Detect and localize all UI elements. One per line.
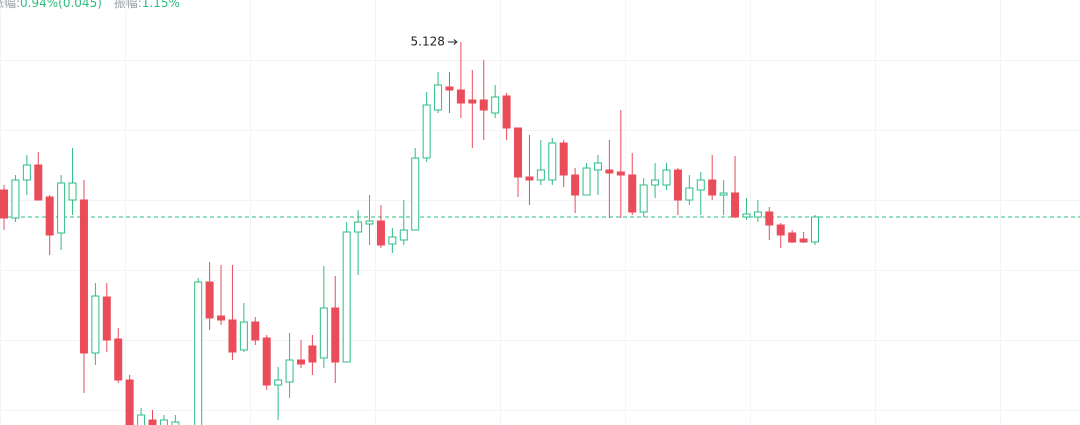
candle-body (342, 231, 351, 363)
candle-body (685, 187, 694, 201)
candle-body (251, 321, 260, 341)
candle-body (365, 220, 374, 225)
candle-body (651, 179, 660, 186)
candle-body (0, 189, 8, 219)
candle-body (68, 182, 77, 201)
candle-body (662, 169, 671, 186)
candle-body (525, 176, 534, 181)
candle-body (205, 281, 214, 319)
candle-body (502, 95, 511, 129)
candle-body (308, 345, 317, 363)
candle-body (125, 379, 134, 425)
candle-body (148, 419, 157, 425)
candle-body (296, 359, 305, 365)
candle-body (422, 104, 431, 159)
candle-body (171, 421, 180, 425)
candle-body (11, 179, 20, 219)
candle-body (559, 142, 568, 176)
candle-body (274, 379, 283, 386)
candle-body (411, 157, 420, 231)
candle-body (628, 174, 637, 213)
candle-body (536, 169, 545, 181)
candle-body (765, 211, 774, 226)
header-label: 涨幅: (0, 0, 21, 10)
max-price-label: 5.128 (411, 35, 445, 49)
candle-body (582, 167, 591, 196)
candle-body (491, 96, 500, 114)
candle-body (799, 238, 808, 243)
candle-body (719, 192, 728, 196)
candle-body (731, 192, 740, 218)
candle-body (616, 171, 625, 176)
candle-body (673, 169, 682, 201)
candle-body (788, 232, 797, 243)
candle-body (22, 164, 31, 181)
candle-body (548, 142, 557, 181)
candle-body (217, 315, 226, 321)
candle-body (114, 338, 123, 381)
candle-body (456, 89, 465, 104)
candle-body (639, 184, 648, 213)
candle-body (262, 337, 271, 386)
candle-body (445, 86, 454, 91)
candle-body (228, 319, 237, 353)
candle-body (285, 359, 294, 383)
candle-body (753, 211, 762, 218)
candle-body (605, 169, 614, 174)
candle-body (776, 224, 785, 236)
candle-body (479, 99, 488, 111)
candle-body (388, 236, 397, 245)
candle-body (239, 321, 248, 351)
candle-body (91, 295, 100, 354)
arrow-head (453, 39, 458, 45)
candle-body (354, 221, 363, 233)
candle-body (708, 179, 717, 196)
candle-body (376, 220, 385, 246)
header: 涨幅:0.94%(0.045) 振幅:1.15% (0, 0, 188, 11)
candle-body (742, 213, 751, 218)
candle-body (194, 281, 203, 425)
candle-body (331, 307, 340, 363)
candle-body (137, 414, 146, 425)
candle-body (434, 84, 443, 111)
candle-body (34, 164, 43, 201)
header-label: 振幅: (113, 0, 142, 10)
candle-body (102, 296, 111, 341)
candle-body (79, 199, 88, 354)
candle-body (593, 162, 602, 171)
candle-body (319, 307, 328, 359)
candle-body (45, 196, 54, 236)
candle-body (696, 179, 705, 191)
candle-body (159, 419, 168, 425)
header-value: 1.15% (141, 0, 180, 10)
candle-body (571, 174, 580, 196)
candle-body (468, 99, 477, 104)
candle-body (811, 216, 819, 243)
candle-body (399, 229, 408, 241)
header-value: 0.94%(0.045) (20, 0, 102, 10)
candle-body (57, 182, 66, 234)
candle-body (514, 127, 523, 178)
